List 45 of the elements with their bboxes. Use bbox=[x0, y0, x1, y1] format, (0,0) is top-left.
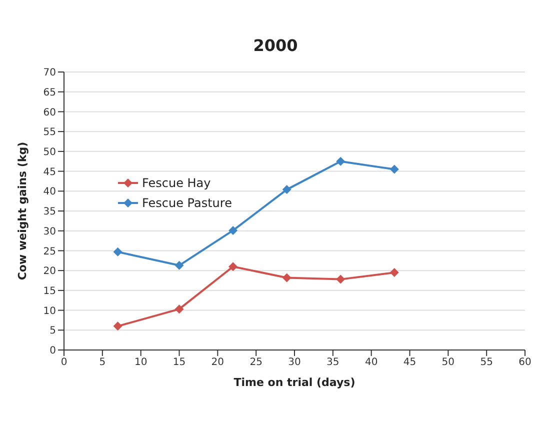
point bbox=[282, 273, 292, 282]
y-tick-label: 50 bbox=[43, 146, 56, 158]
point bbox=[228, 226, 238, 235]
x-tick-label: 40 bbox=[364, 357, 378, 368]
y-tick-label: 5 bbox=[50, 326, 56, 337]
point bbox=[336, 274, 346, 284]
y-tick-label: 30 bbox=[43, 226, 56, 238]
point bbox=[174, 304, 184, 314]
y-tick-label: 20 bbox=[43, 266, 56, 278]
y-tick-label: 25 bbox=[43, 246, 56, 258]
y-tick-label: 0 bbox=[50, 346, 56, 357]
y-axis-title: Cow weight gains (kg) bbox=[16, 142, 29, 280]
y-tick-label: 40 bbox=[43, 186, 56, 198]
x-tick-label: 60 bbox=[518, 357, 532, 368]
point bbox=[113, 322, 122, 331]
x-tick-label: 20 bbox=[211, 357, 224, 368]
x-tick-label: 0 bbox=[60, 357, 68, 368]
point bbox=[174, 260, 184, 270]
x-axis-title: Time on trial (days) bbox=[234, 376, 356, 389]
y-tick-label: 55 bbox=[43, 127, 56, 138]
y-tick-label: 10 bbox=[43, 306, 56, 317]
y-tick-label: 15 bbox=[43, 286, 56, 297]
x-tick-label: 50 bbox=[442, 357, 455, 368]
y-tick-label: 65 bbox=[43, 87, 56, 98]
y-tick-label: 60 bbox=[43, 107, 56, 118]
x-tick-label: 10 bbox=[134, 357, 148, 368]
y-tick-label: 35 bbox=[43, 206, 56, 218]
point bbox=[282, 185, 292, 194]
point bbox=[228, 262, 238, 272]
x-tick-label: 30 bbox=[288, 357, 301, 368]
chart-title: 2000 bbox=[252, 35, 299, 57]
y-tick-label: 45 bbox=[43, 166, 56, 178]
x-tick-label: 35 bbox=[326, 357, 340, 368]
x-tick-label: 45 bbox=[403, 357, 416, 368]
legend-label: Fescue Hay bbox=[142, 176, 211, 190]
point bbox=[390, 268, 399, 278]
y-tick-label: 70 bbox=[43, 68, 56, 79]
point bbox=[336, 156, 346, 166]
x-tick-label: 15 bbox=[172, 357, 186, 368]
x-tick-label: 5 bbox=[99, 357, 106, 368]
point bbox=[113, 247, 122, 256]
legend-label: Fescue Pasture bbox=[142, 196, 232, 210]
x-tick-label: 25 bbox=[250, 357, 262, 368]
point bbox=[390, 164, 399, 174]
x-tick-label: 55 bbox=[480, 357, 493, 368]
